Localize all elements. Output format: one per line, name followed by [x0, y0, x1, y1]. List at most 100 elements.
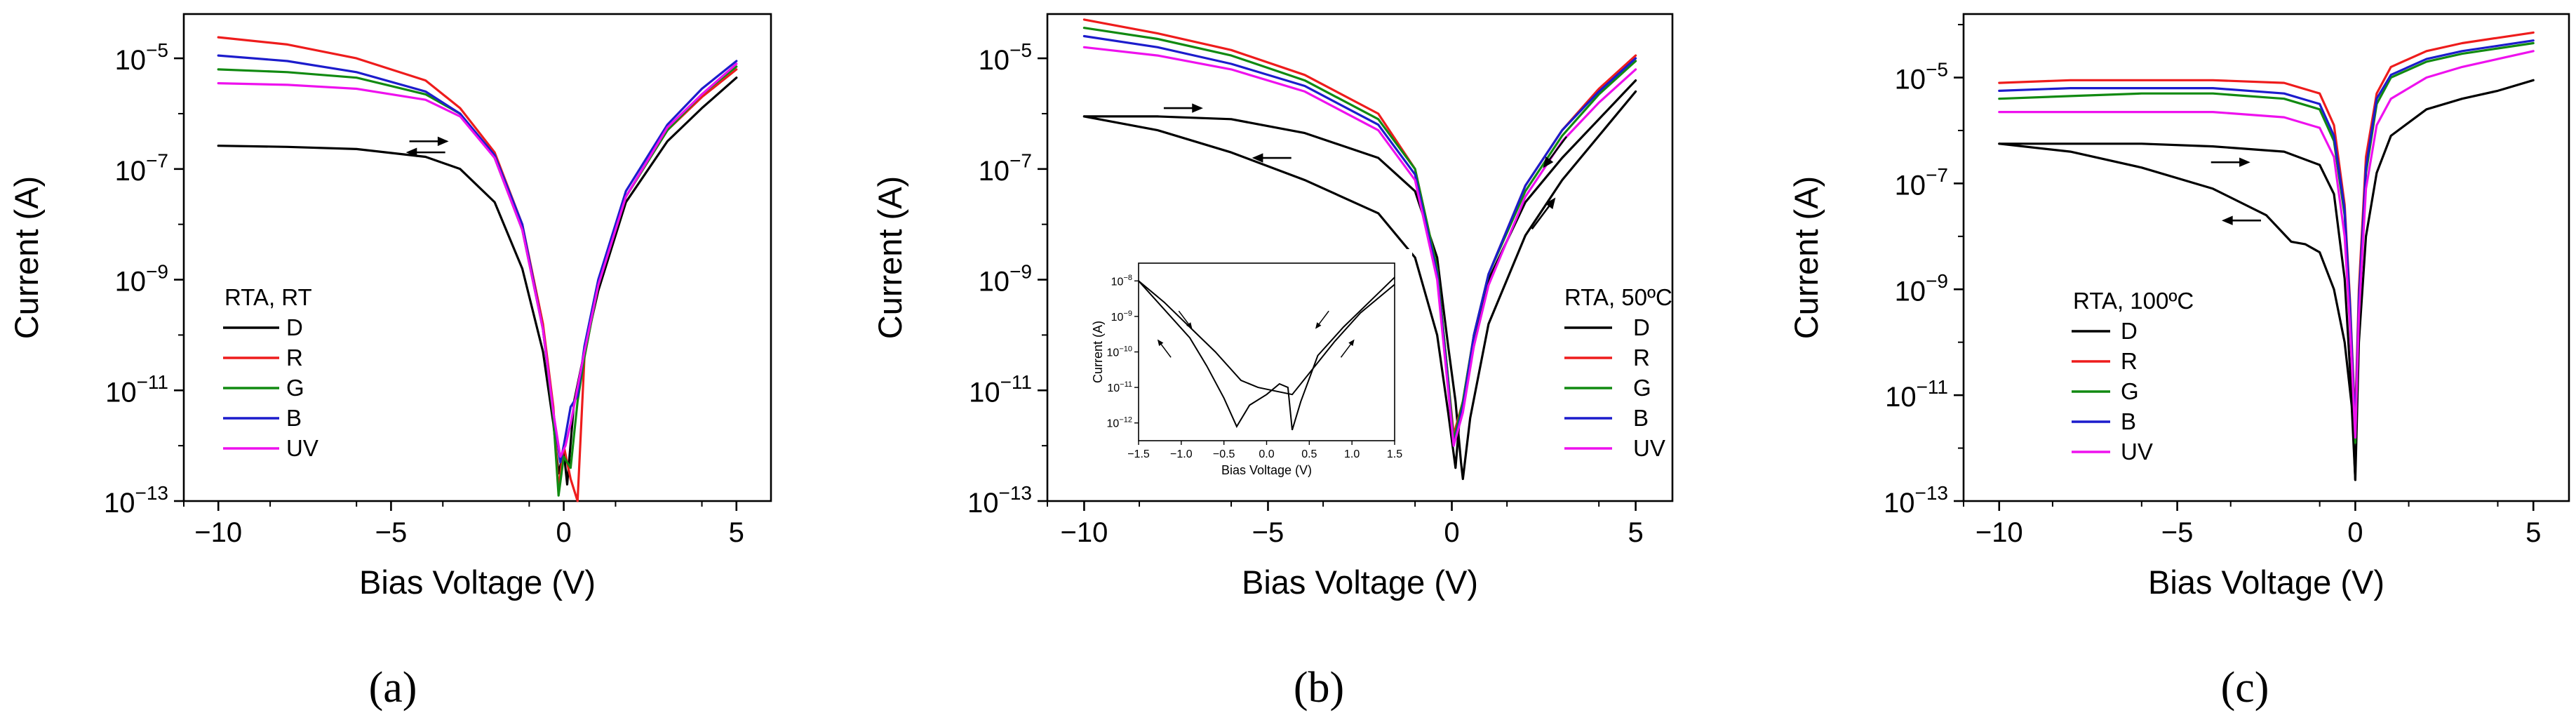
- legend-label-b: B: [286, 405, 302, 431]
- y-tick-label: 10−5: [979, 39, 1032, 76]
- plot-frame: [182, 13, 772, 502]
- arrow-head: [1348, 339, 1355, 347]
- inset-x-tick-label: 1.5: [1387, 448, 1402, 460]
- inset-background: [1089, 249, 1412, 483]
- y-tick-label: 10−13: [104, 482, 168, 519]
- x-axis-title: Bias Voltage (V): [359, 563, 596, 601]
- series-line-r: [217, 36, 738, 502]
- inset-sweep-arrow: [1340, 339, 1355, 358]
- legend-label-b: B: [2121, 408, 2136, 434]
- inset-x-tick-label: 0.5: [1301, 448, 1317, 460]
- arrow-shaft: [1317, 310, 1329, 326]
- y-tick-label: 10−7: [979, 150, 1032, 187]
- arrow-head: [1157, 339, 1164, 347]
- legend-label-r: R: [2121, 348, 2138, 374]
- sweep-arrow: [1543, 135, 1568, 168]
- sweep-arrow: [409, 136, 449, 147]
- legend-label-g: G: [1633, 375, 1651, 401]
- legend-label-r: R: [286, 345, 303, 371]
- legend-label-b: B: [1633, 405, 1649, 431]
- series-line-uv: [217, 62, 738, 458]
- series-line-r: [1998, 31, 2535, 418]
- arrow-head: [1252, 153, 1263, 163]
- sweep-arrow: [1531, 197, 1556, 230]
- series-line-d: [1082, 90, 1637, 481]
- sweep-arrow: [405, 147, 445, 157]
- inset-y-tick-label: 10−12: [1107, 416, 1132, 430]
- y-tick-label: 10−9: [1895, 270, 1948, 307]
- inset-x-tick-label: −1.5: [1127, 448, 1150, 460]
- x-tick-label: −10: [1060, 517, 1108, 548]
- plot-frame: [1046, 13, 1674, 502]
- x-tick-label: 5: [729, 517, 744, 548]
- inset-plot: −1.5 −1.0 −0.5 0.0 0.5 1.0 1.5 10−12 10−11 10−10 1…: [1089, 249, 1412, 483]
- x-axis-title: Bias Voltage (V): [2148, 563, 2384, 601]
- series-line-d: [1082, 79, 1637, 469]
- sweep-arrow: [2211, 157, 2250, 167]
- legend-label-uv: UV: [286, 435, 318, 461]
- series-line-g: [1998, 41, 2535, 444]
- legend-title: RTA, 50ºC: [1564, 284, 1672, 310]
- inset-series-line: [1138, 280, 1395, 396]
- y-tick-label: 10−9: [979, 260, 1032, 297]
- arrow-shaft: [1178, 310, 1190, 326]
- inset-x-tick-label: −1.0: [1170, 448, 1193, 460]
- arrow-head: [2221, 215, 2233, 225]
- x-tick-label: 0: [556, 517, 571, 548]
- inset-x-tick-label: 0.0: [1259, 448, 1274, 460]
- sweep-arrow: [1163, 103, 1203, 113]
- legend-label-uv: UV: [1633, 435, 1665, 461]
- x-tick-label: 5: [1628, 517, 1643, 548]
- x-axis-title: Bias Voltage (V): [1242, 563, 1478, 601]
- series-line-uv: [1998, 50, 2535, 439]
- inset-x-tick-label: −0.5: [1213, 448, 1235, 460]
- y-tick-label: 10−13: [967, 482, 1032, 519]
- arrow-head: [2239, 157, 2250, 167]
- series-line-d: [1998, 142, 2356, 481]
- legend-label-d: D: [286, 314, 303, 340]
- inset-sweep-arrow: [1315, 310, 1329, 329]
- y-tick-label: 10−11: [1885, 376, 1948, 413]
- arrow-head: [1543, 156, 1554, 168]
- legend-label-r: R: [1633, 345, 1650, 371]
- plot-frame: [1962, 13, 2570, 502]
- arrow-shaft: [1340, 342, 1353, 358]
- arrow-head: [1545, 197, 1556, 210]
- arrow-shaft: [1159, 342, 1172, 358]
- inset-sweep-arrow: [1178, 310, 1193, 329]
- x-tick-label: −10: [194, 517, 242, 548]
- x-tick-label: −5: [375, 517, 408, 548]
- arrow-head: [1315, 322, 1322, 329]
- inset-y-tick-label: 10−11: [1107, 380, 1132, 394]
- inset-y-tick-label: 10−8: [1111, 274, 1132, 288]
- x-tick-label: 5: [2525, 517, 2541, 548]
- arrow-head: [1186, 322, 1193, 329]
- y-tick-label: 10−11: [969, 371, 1032, 408]
- y-axis-title: Current (A): [8, 176, 45, 339]
- panel-label: (c): [2221, 664, 2269, 712]
- panel-c: −10 −5 0 5 10−13 10−11 10−9 10−7 10−5 Bias Voltag…: [1787, 13, 2570, 712]
- y-tick-label: 10−5: [1895, 58, 1948, 95]
- y-tick-label: 10−9: [115, 260, 168, 297]
- y-axis-title: Current (A): [1787, 176, 1825, 339]
- arrow-head: [1192, 103, 1203, 113]
- y-tick-label: 10−7: [1895, 164, 1948, 201]
- series-line-d: [1998, 79, 2535, 481]
- panel-label: (b): [1294, 664, 1344, 712]
- legend-label-g: G: [2121, 378, 2139, 404]
- inset-x-axis-title: Bias Voltage (V): [1221, 463, 1312, 477]
- legend-label-g: G: [286, 375, 304, 401]
- inset-y-tick-label: 10−10: [1107, 345, 1132, 359]
- legend-title: RTA, RT: [224, 284, 312, 310]
- y-axis-title: Current (A): [871, 176, 908, 339]
- inset-y-tick-label: 10−9: [1111, 309, 1132, 324]
- arrow-shaft: [1546, 135, 1568, 164]
- series-line-uv: [1082, 46, 1637, 447]
- y-tick-label: 10−7: [115, 150, 168, 187]
- arrow-head: [405, 147, 417, 157]
- sweep-arrow: [1252, 153, 1292, 163]
- x-tick-label: 0: [2347, 517, 2363, 548]
- y-tick-label: 10−11: [105, 371, 168, 408]
